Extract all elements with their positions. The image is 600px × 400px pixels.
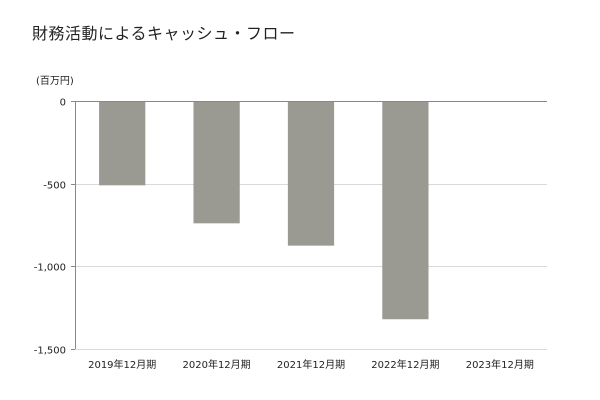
x-tick-label: 2019年12月期 [88,358,156,371]
y-tick-label: -1,500 [34,346,66,357]
unit-label: (百万円) [36,76,74,87]
bar [193,101,240,224]
bar [382,101,429,320]
chart-title: 財務活動によるキャッシュ・フロー [32,24,296,43]
x-tick-label: 2021年12月期 [277,358,345,371]
x-tick-label: 2023年12月期 [466,358,534,371]
y-tick-label: -1,000 [34,263,66,274]
x-tick-label: 2022年12月期 [371,358,439,371]
axis-layer [71,101,547,350]
y-tick-label: -500 [43,181,66,192]
label-layer: 0 -500 -1,000 -1,500 2019年12月期 2020年12月期 2021年… [34,98,534,372]
bar [287,101,335,246]
x-tick-label: 2020年12月期 [183,358,251,371]
bar [99,101,146,186]
y-tick-label: 0 [60,98,66,109]
bar-layer [99,101,429,320]
